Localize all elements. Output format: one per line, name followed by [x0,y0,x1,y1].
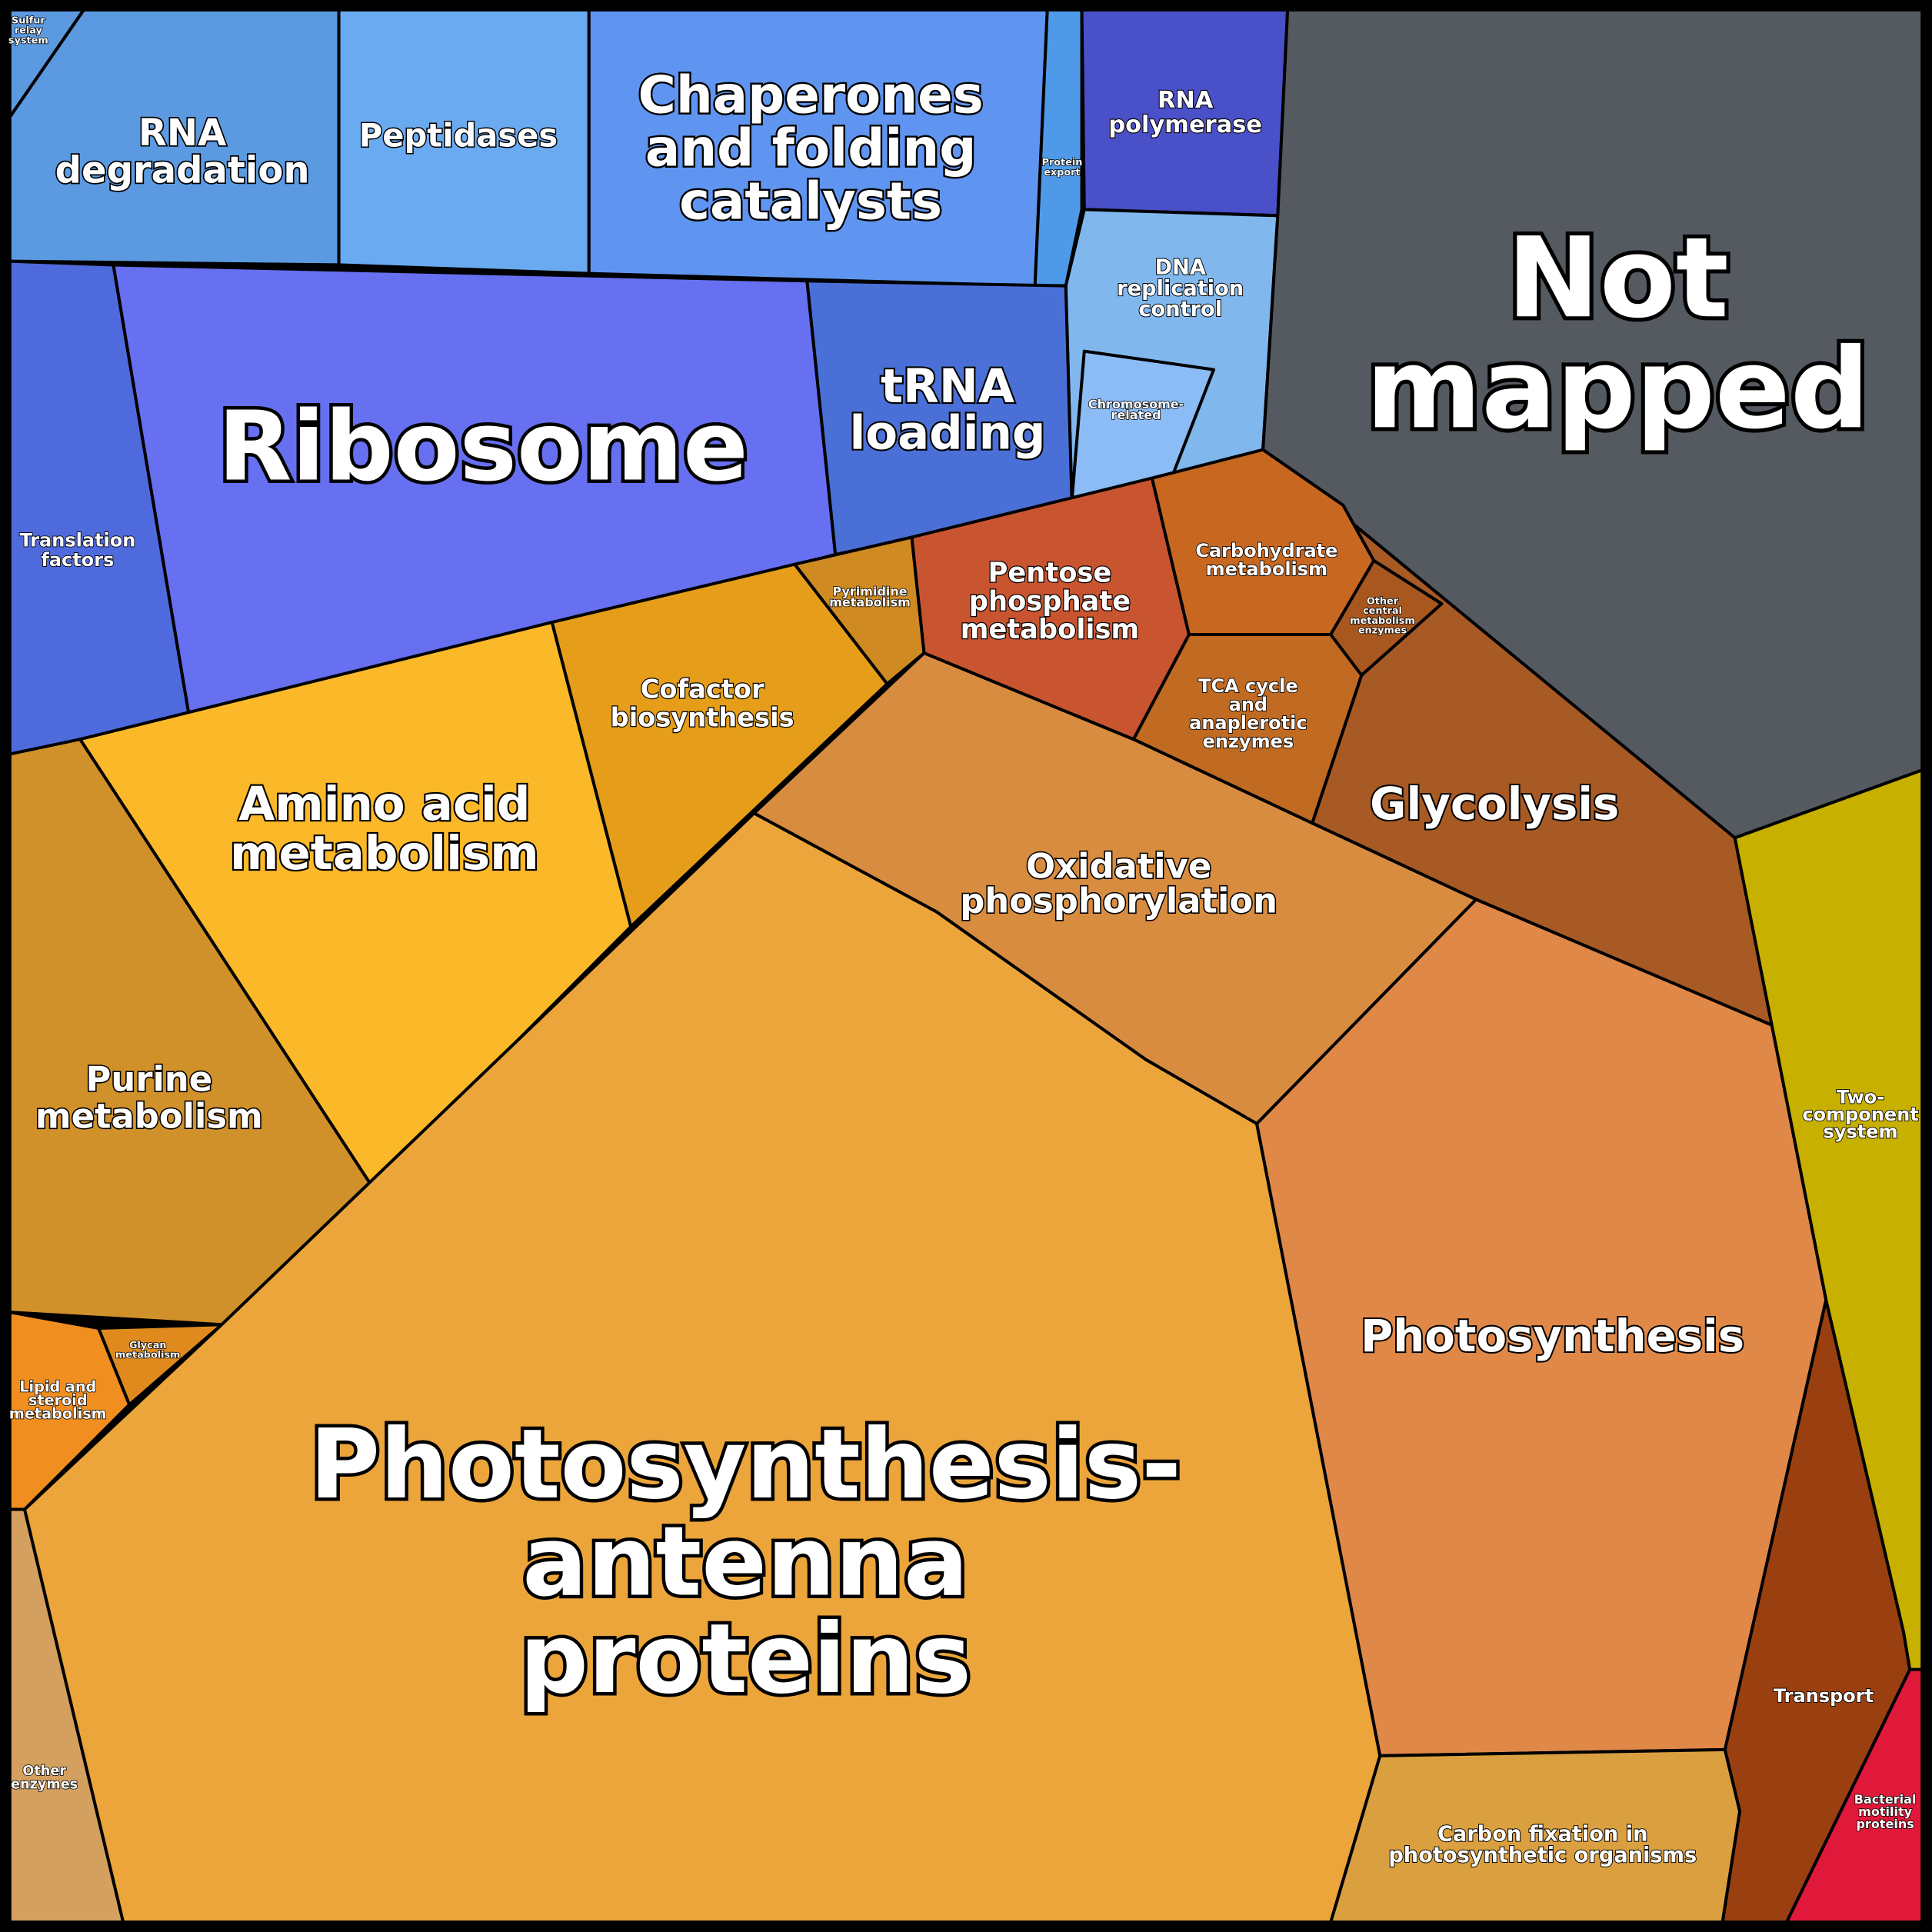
region-label: system [8,35,48,46]
region-label: anaplerotic [1189,712,1307,734]
region-label: Sulfur [12,15,45,27]
region-label: enzymes [1203,731,1294,752]
region-label: Cofactor [641,674,764,704]
region-label: Oxidative [1026,845,1211,886]
region-label: Ribosome [218,391,748,503]
region-label: steroid [28,1391,88,1409]
region-label: metabolism [1350,615,1414,627]
region-label: Glycan [129,1340,167,1351]
region-label: Chromosome- [1088,397,1184,411]
region-label: TCA cycle [1198,675,1298,697]
region-label: Glycolysis [1370,778,1619,830]
region-label: metabolism [35,1096,263,1137]
region-label: Not [1507,214,1729,343]
region-label: Photosynthesis [1361,1310,1744,1362]
cell-tca [1131,633,1364,825]
region-label: Pentose [988,558,1112,589]
region-label: Chaperones [638,65,983,125]
region-label: metabolism [1206,558,1327,580]
region-label: relay [15,25,43,37]
region-label: proteins [519,1604,971,1715]
region-label: Carbon fixation in [1437,1823,1648,1847]
region-label: antenna [522,1507,968,1618]
region-label: central [1363,605,1402,617]
region-label: system [1824,1121,1898,1142]
region-label: phosphorylation [960,880,1277,921]
cells [8,8,1924,1924]
region-label: DNA [1155,256,1206,280]
region-label: loading [849,406,1045,461]
region-label: Peptidases [359,116,558,154]
region-label: metabolism [961,614,1140,645]
region-label: related [1111,408,1161,422]
cell-glycan [97,1323,224,1407]
region-label: factors [41,549,114,571]
region-label: Pyrimidine [832,584,907,598]
region-label: tRNA [881,359,1014,414]
region-label: metabolism [230,826,539,881]
region-label: biosynthesis [611,702,794,732]
region-label: catalysts [679,171,942,231]
region-label: replication [1117,277,1244,301]
region-label: Other [22,1764,66,1779]
region-label: mapped [1366,325,1870,454]
region-label: component [1802,1104,1918,1125]
region-label: Transport [1774,1685,1874,1707]
region-label: enzymes [11,1777,78,1793]
region-label: metabolism [115,1350,180,1361]
region-label: RNA [1158,87,1214,114]
region-label: control [1138,298,1222,321]
region-label: metabolism [9,1405,107,1423]
labels: SulfurrelaysystemRNAdegradationPeptidase… [8,15,1919,1868]
region-label: Two- [1837,1086,1884,1108]
region-label: Bacterial [1854,1792,1917,1807]
region-label: Protein [1042,157,1083,168]
region-label: phosphate [969,585,1131,617]
region-label: proteins [1856,1817,1914,1831]
region-label: polymerase [1108,112,1262,138]
region-label: Amino acid [238,777,530,831]
region-label: Translation [19,529,135,551]
region-label: metabolism [829,595,911,610]
region-label: degradation [55,148,310,192]
region-label: RNA [138,112,226,155]
region-label: Photosynthesis- [310,1409,1181,1521]
region-label: enzymes [1358,625,1407,637]
region-label: and [1229,694,1268,715]
region-label: motility [1858,1804,1912,1819]
region-label: Lipid and [19,1377,96,1395]
region-label: Carbohydrate [1195,540,1337,561]
region-label: and folding [645,118,977,178]
region-label: Purine [86,1059,213,1100]
region-label: photosynthetic organisms [1388,1844,1697,1867]
region-label: export [1044,167,1080,178]
region-label: Other [1367,595,1399,607]
